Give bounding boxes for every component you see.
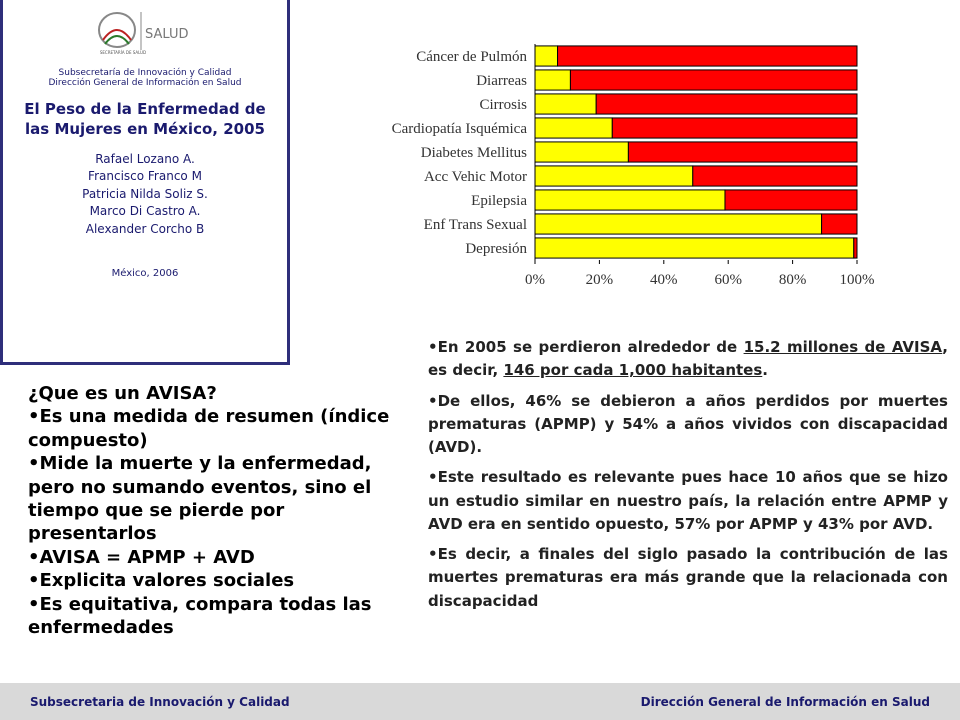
bar-segment [595, 93, 858, 115]
text: 146 por cada 1,000 habitantes [503, 361, 763, 380]
logo: SECRETARÍA DE SALUD SALUD [98, 12, 189, 55]
logo-text: SECRETARÍA DE SALUD [100, 50, 146, 55]
title: El Peso de la Enfermedad de las Mujeres … [24, 100, 266, 138]
text: Es decir, a finales del siglo pasado la … [428, 545, 948, 610]
author: Marco Di Castro A. [89, 204, 201, 219]
author: Francisco Franco M [88, 169, 202, 184]
paragraph: Este resultado es relevante pues hace 10… [428, 466, 948, 536]
bar-segment [557, 45, 858, 67]
bar-segment [627, 141, 858, 163]
category-label: Cardiopatía Isquémica [392, 121, 528, 137]
text: 15.2 millones de AVISA [743, 338, 943, 356]
author: Rafael Lozano A. [95, 152, 195, 166]
bar-segment [534, 213, 823, 235]
org: Subsecretaría de Innovación y Calidad Di… [48, 68, 242, 88]
bar-segment [534, 93, 597, 115]
bar-segment [611, 117, 858, 139]
bullet: Explicita valores sociales [28, 569, 393, 592]
bar-segment [821, 213, 858, 235]
bar-segment [534, 45, 559, 67]
text: En 2005 se perdieron alrededor de [437, 338, 744, 356]
text: Este resultado es relevante pues hace 10… [428, 468, 948, 533]
author: Patricia Nilda Soliz S. [82, 186, 208, 201]
author: Alexander Corcho B [85, 221, 205, 236]
bar-segment [534, 189, 726, 211]
category-label: Depresión [465, 241, 527, 257]
text: . [762, 361, 768, 380]
footer-left: Subsecretaria de Innovación y Calidad [30, 695, 290, 709]
x-tick-label: 20% [586, 272, 614, 288]
footer: Subsecretaria de Innovación y Calidad Di… [0, 683, 960, 720]
bar-segment [724, 189, 858, 211]
paragraph: Es decir, a finales del siglo pasado la … [428, 543, 948, 613]
chart: Cáncer de Pulmón Diarreas Cirrosis Cardiopa… [392, 44, 875, 288]
category-label: Epilepsia [471, 193, 527, 209]
bullet: Es equitativa, compara todas las enferme… [28, 593, 393, 640]
authors: Rafael Lozano A. Francisco Franco M Patr… [3, 151, 287, 238]
category-label: Diarreas [476, 73, 527, 89]
bar-segment [692, 165, 858, 187]
date: México, 2006 [111, 267, 179, 279]
category-label: Acc Vehic Motor [424, 169, 527, 185]
bar-segment [534, 69, 571, 91]
category-label: Cirrosis [479, 97, 527, 113]
left-text: ¿Que es un AVISA? Es una medida de resum… [28, 382, 393, 639]
x-tick-label: 80% [779, 272, 807, 288]
text: , es decir, [428, 338, 948, 380]
paragraph: De ellos, 46% se debieron a años perdido… [428, 390, 948, 460]
category-label: Enf Trans Sexual [424, 217, 527, 233]
bar-segment [534, 165, 694, 187]
footer-right: Dirección General de Información en Salu… [640, 695, 930, 709]
x-tick-label: 100% [840, 272, 875, 288]
bar-segment [534, 141, 629, 163]
bullet: Es una medida de resumen (índice compues… [28, 405, 393, 452]
x-tick-label: 60% [714, 272, 742, 288]
bar-segment [534, 237, 855, 259]
bullet: Mide la muerte y la enfermedad, pero no … [28, 452, 393, 546]
category-label: Diabetes Mellitus [421, 145, 527, 161]
category-label: Cáncer de Pulmón [416, 49, 527, 65]
heading: ¿Que es un AVISA? [28, 383, 217, 404]
logo-word: SALUD [145, 27, 189, 42]
cover-box: SECRETARÍA DE SALUD SALUD Subsecretaría … [0, 0, 290, 365]
bar-segment [534, 117, 613, 139]
bullet: AVISA = APMP + AVD [28, 546, 393, 569]
right-text: En 2005 se perdieron alrededor de 15.2 m… [428, 336, 948, 620]
paragraph: En 2005 se perdieron alrededor de 15.2 m… [428, 336, 948, 383]
bar-segment [853, 237, 858, 259]
x-tick-label: 40% [650, 272, 678, 288]
bar-segment [569, 69, 858, 91]
x-tick-label: 0% [525, 272, 545, 288]
text: De ellos, 46% se debieron a años perdido… [428, 391, 948, 457]
